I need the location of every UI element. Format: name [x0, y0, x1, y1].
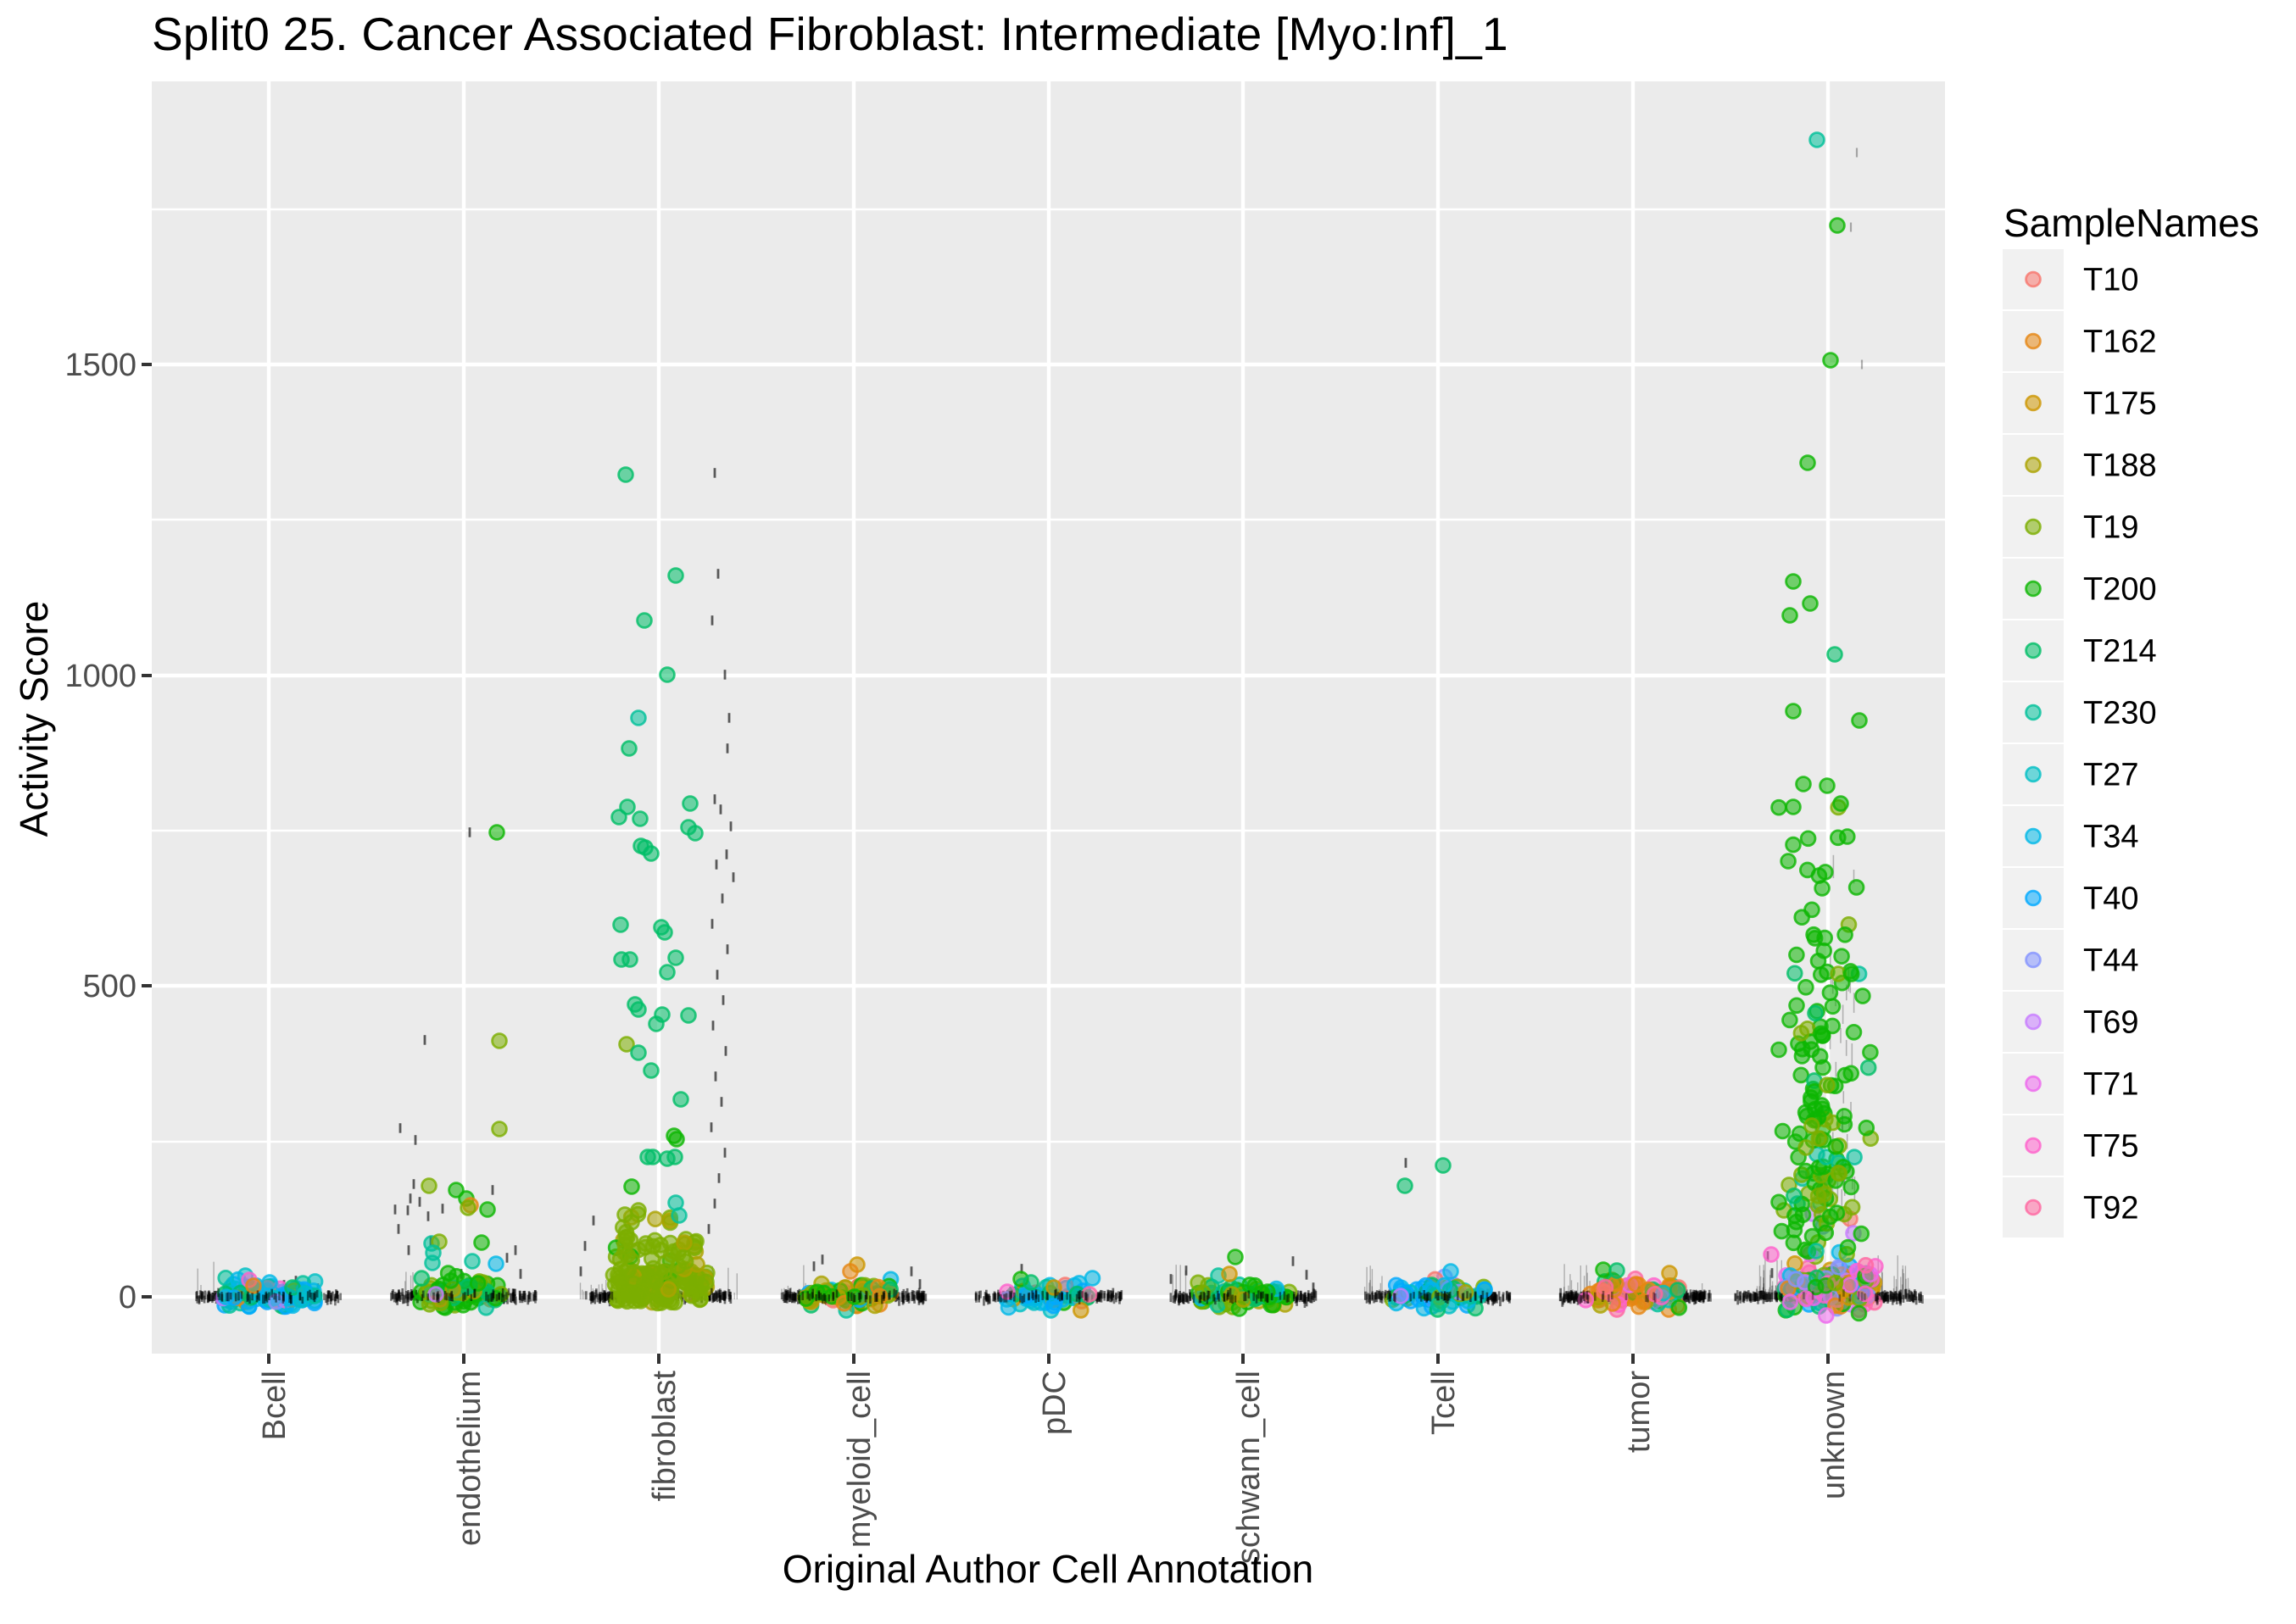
svg-text:T69: T69: [2083, 1005, 2138, 1041]
svg-text:fibroblast: fibroblast: [647, 1371, 683, 1502]
svg-text:SampleNames: SampleNames: [2003, 201, 2260, 245]
svg-text:endothelium: endothelium: [452, 1371, 488, 1546]
svg-text:T10: T10: [2083, 263, 2138, 298]
svg-text:T75: T75: [2083, 1129, 2138, 1165]
svg-text:tumor: tumor: [1621, 1371, 1657, 1453]
svg-text:T200: T200: [2083, 572, 2157, 608]
svg-text:T162: T162: [2083, 325, 2157, 360]
svg-text:Original Author Cell Annotatio: Original Author Cell Annotation: [783, 1547, 1314, 1591]
svg-text:myeloid_cell: myeloid_cell: [842, 1371, 878, 1548]
svg-text:Activity Score: Activity Score: [12, 601, 56, 837]
svg-text:T175: T175: [2083, 387, 2157, 422]
svg-text:1000: 1000: [64, 659, 137, 694]
svg-text:0: 0: [119, 1280, 137, 1315]
svg-text:T44: T44: [2083, 943, 2138, 979]
svg-text:unknown: unknown: [1816, 1371, 1852, 1499]
svg-text:Bcell: Bcell: [257, 1371, 293, 1440]
svg-text:T40: T40: [2083, 882, 2138, 917]
svg-text:T214: T214: [2083, 634, 2157, 670]
svg-text:T34: T34: [2083, 820, 2138, 855]
svg-text:1500: 1500: [64, 348, 137, 383]
svg-text:pDC: pDC: [1037, 1371, 1073, 1435]
svg-text:T19: T19: [2083, 510, 2138, 546]
svg-text:T188: T188: [2083, 448, 2157, 484]
svg-text:schwann_cell: schwann_cell: [1231, 1371, 1267, 1564]
svg-text:Split0 25. Cancer Associated F: Split0 25. Cancer Associated Fibroblast:…: [152, 8, 1508, 60]
svg-text:500: 500: [83, 969, 137, 1004]
svg-text:Tcell: Tcell: [1426, 1371, 1462, 1435]
svg-text:T230: T230: [2083, 696, 2157, 731]
svg-text:T92: T92: [2083, 1191, 2138, 1226]
svg-text:T27: T27: [2083, 758, 2138, 793]
svg-text:T71: T71: [2083, 1067, 2138, 1103]
